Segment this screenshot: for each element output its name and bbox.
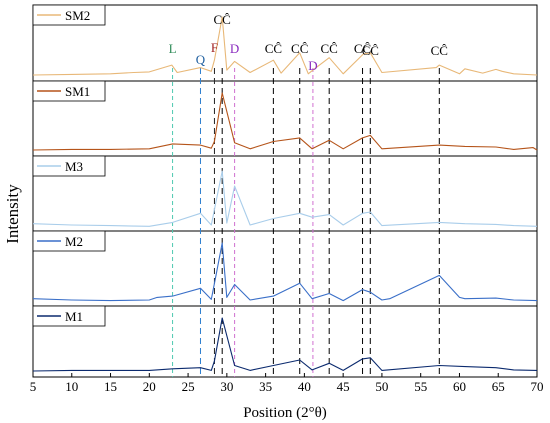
x-tick-label: 15 (104, 379, 117, 394)
y-axis-label: Intensity (3, 184, 22, 244)
x-tick-label: 30 (220, 379, 233, 394)
legend-m3: M3 (32, 155, 106, 177)
legend-label: M3 (65, 159, 83, 174)
x-tick-label: 60 (453, 379, 466, 394)
x-tick-label: 20 (143, 379, 156, 394)
legend-label: M1 (65, 309, 83, 324)
peak-label-c: CĈ (291, 41, 308, 56)
legend-label: SM1 (65, 84, 90, 99)
legend-m1: M1 (32, 305, 106, 327)
x-tick-label: 65 (492, 379, 505, 394)
peak-label-l: L (169, 41, 177, 56)
legends: SM2 SM1 M3 M2 M1 (32, 4, 106, 327)
peak-label-c: CĈ (321, 41, 338, 56)
series-line-m3 (32, 170, 538, 227)
peak-label-c: CĈ (265, 41, 282, 56)
traces (32, 16, 538, 372)
peak-label-c: CĈ (354, 41, 371, 56)
legend-box (32, 305, 106, 327)
peak-label-c: CĈ (431, 43, 448, 58)
x-tick-label: 10 (65, 379, 78, 394)
x-tick-label: 70 (531, 379, 544, 394)
legend-sm2: SM2 (32, 4, 106, 26)
x-tick-label: 25 (182, 379, 195, 394)
peak-label-q: Q (196, 52, 206, 67)
series-line-m1 (32, 317, 538, 372)
x-tick-label: 35 (259, 379, 272, 394)
x-tick-label: 45 (337, 379, 350, 394)
series-line-m2 (32, 242, 538, 302)
peak-label-d: D (308, 58, 317, 73)
legend-box (32, 80, 106, 102)
reference-lines (172, 68, 440, 377)
legend-label: SM2 (65, 8, 90, 23)
legend-m2: M2 (32, 230, 106, 252)
series-line-sm1 (32, 92, 538, 151)
peak-label-d: D (230, 41, 239, 56)
x-tick-label: 40 (298, 379, 311, 394)
x-tick-label: 55 (414, 379, 427, 394)
peak-label-c: CĈ (214, 12, 231, 27)
legend-box (32, 4, 106, 26)
legend-box (32, 230, 106, 252)
x-tick-label: 50 (375, 379, 388, 394)
legend-box (32, 155, 106, 177)
x-tick-label: 5 (30, 379, 37, 394)
x-axis: 5 10 15 20 25 30 35 40 45 50 55 60 65 70 (30, 373, 544, 394)
peak-label-c: CĈ (362, 43, 379, 58)
peak-label-f: F (211, 40, 218, 55)
x-axis-label: Position (2°θ) (243, 405, 327, 421)
legend-label: M2 (65, 234, 83, 249)
series-line-sm2 (32, 16, 538, 76)
legend-sm1: SM1 (32, 80, 106, 102)
plot-frame (32, 4, 538, 378)
panels (32, 4, 538, 378)
